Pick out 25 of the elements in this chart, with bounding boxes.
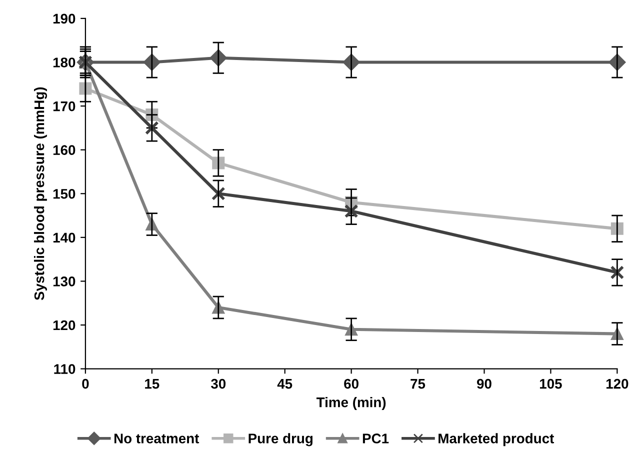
x-tick-label: 90 — [477, 378, 492, 389]
x-tick-label: 45 — [277, 379, 292, 389]
y-tick-label: 160 — [53, 145, 76, 155]
x-tick-label: 75 — [410, 379, 426, 389]
y-tick-label: 190 — [53, 14, 76, 24]
legend-label: PC1 — [362, 434, 389, 444]
y-axis-title: Systolic blood pressure (mmHg) — [34, 87, 48, 300]
point — [79, 82, 92, 95]
legend-label: No treatment — [114, 434, 200, 444]
x-tick-label: 30 — [210, 378, 226, 389]
x-tick-label: 105 — [540, 378, 562, 389]
x-tick-label: 15 — [145, 379, 160, 389]
y-tick-label: 150 — [53, 188, 76, 199]
x-axis-title: Time (min) — [316, 397, 386, 410]
legend-label: Pure drug — [248, 433, 312, 446]
legend-label: Marketed product — [438, 433, 554, 446]
y-tick-label: 120 — [53, 320, 76, 330]
x-tick-label: 60 — [344, 378, 358, 389]
y-tick-label: 130 — [53, 276, 76, 286]
x-tick-label: 0 — [82, 378, 89, 389]
y-tick-label: 180 — [53, 58, 76, 68]
x-tick-label: 120 — [606, 378, 628, 389]
y-tick-label: 170 — [53, 101, 76, 112]
y-tick-label: 140 — [53, 232, 76, 243]
y-tick-label: 110 — [54, 364, 76, 374]
